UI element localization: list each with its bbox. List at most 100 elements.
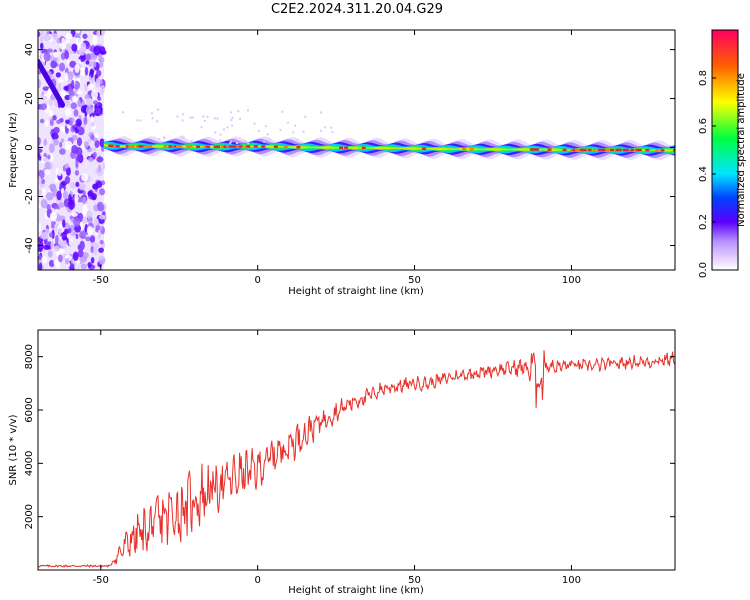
noise-blob — [84, 141, 89, 149]
faint-spot — [294, 124, 297, 127]
faint-spot — [331, 130, 334, 133]
noise-blob — [88, 157, 94, 163]
noise-blob — [46, 48, 53, 53]
noise-blob — [76, 137, 83, 147]
faint-spot — [191, 116, 194, 119]
noise-blob — [90, 122, 95, 127]
tone-peak — [607, 148, 612, 152]
spectrogram-y-axis-label: Frequency (Hz) — [8, 112, 19, 188]
noise-blob — [38, 31, 41, 38]
faint-spot — [156, 120, 159, 123]
tone-peak — [228, 145, 233, 148]
noise-blob — [39, 35, 44, 43]
faint-spot — [231, 116, 234, 119]
faint-spot — [320, 129, 323, 132]
noise-blob — [71, 43, 78, 52]
spectrogram-x-axis-label: Height of straight line (km) — [288, 286, 424, 297]
faint-spot — [264, 125, 267, 128]
faint-spot — [190, 140, 193, 143]
noise-blob — [50, 153, 54, 162]
noise-blob — [90, 134, 95, 141]
noise-blob — [60, 126, 65, 132]
colorbar-scale — [711, 29, 739, 271]
y-tick-label: 4000 — [24, 451, 35, 476]
noise-blob — [101, 210, 106, 216]
noise-blob — [46, 192, 53, 201]
noise-blob — [86, 210, 93, 220]
noise-blob — [41, 178, 46, 185]
noise-blob — [92, 151, 97, 158]
noise-blob — [96, 69, 102, 77]
tone-peak — [462, 147, 467, 151]
noise-blob — [87, 261, 92, 268]
tone-peak — [660, 149, 665, 152]
faint-spot — [182, 136, 185, 139]
tone-peak — [361, 146, 366, 150]
noise-blob — [59, 247, 65, 254]
faint-spot — [182, 113, 185, 116]
tone-peak — [243, 145, 248, 148]
noise-blob — [44, 120, 49, 127]
noise-blob — [49, 211, 57, 221]
faint-spot — [219, 139, 222, 142]
noise-blob — [97, 203, 105, 212]
noise-blob — [38, 262, 43, 270]
noise-blob — [57, 82, 62, 93]
faint-spot — [281, 110, 284, 113]
faint-spot — [257, 130, 260, 133]
faint-spot — [229, 142, 232, 145]
y-tick-label: 6000 — [24, 397, 35, 422]
faint-spot — [180, 135, 183, 138]
noise-blob — [56, 190, 62, 201]
noise-blob — [47, 154, 51, 160]
faint-spot — [239, 117, 242, 120]
tone-peak — [587, 148, 592, 152]
spectrogram-marks — [38, 30, 675, 270]
x-tick-label: 0 — [254, 575, 260, 586]
tone-peak — [143, 145, 148, 148]
noise-blob — [64, 175, 71, 184]
tone-peak — [196, 145, 201, 148]
faint-spot — [216, 117, 219, 120]
noise-blob — [92, 60, 97, 68]
snr-y-axis-label: SNR (10 * v/v) — [8, 414, 19, 485]
noise-blob — [87, 138, 91, 144]
noise-blob — [57, 238, 64, 247]
noise-blob — [84, 83, 88, 92]
faint-spot — [247, 142, 250, 145]
noise-blob — [42, 157, 48, 162]
noise-blob — [67, 78, 71, 83]
tone-peak — [236, 145, 241, 148]
faint-spot — [304, 115, 307, 118]
noise-blob — [51, 132, 59, 140]
noise-blob — [94, 132, 99, 139]
tone-peak — [115, 145, 120, 148]
tone-peak — [223, 145, 228, 148]
faint-spot — [292, 131, 295, 134]
noise-blob — [48, 183, 57, 190]
tone-peak — [185, 145, 190, 148]
faint-spot — [121, 111, 124, 114]
tone-peak — [630, 148, 635, 152]
tone-peak — [178, 145, 183, 148]
noise-blob — [93, 246, 98, 256]
tone-peak — [113, 145, 118, 148]
noise-blob — [43, 51, 51, 62]
noise-blob — [52, 33, 59, 40]
colorbar-label: Normalized spectral amplitude — [736, 73, 747, 227]
x-tick-label: 50 — [408, 575, 421, 586]
noise-blob — [64, 258, 70, 265]
noise-blob — [75, 37, 82, 45]
noise-blob — [99, 138, 105, 148]
tone-peak — [534, 148, 539, 151]
noise-blob — [44, 169, 51, 175]
noise-blob — [64, 85, 69, 91]
faint-spot — [203, 119, 206, 122]
x-tick-label: 100 — [562, 275, 581, 286]
faint-spot — [268, 138, 271, 141]
noise-blob — [42, 86, 50, 91]
tone-peak — [233, 145, 238, 148]
noise-blob — [80, 263, 88, 270]
y-tick-label: 40 — [24, 43, 35, 56]
tone-peak — [175, 145, 180, 148]
